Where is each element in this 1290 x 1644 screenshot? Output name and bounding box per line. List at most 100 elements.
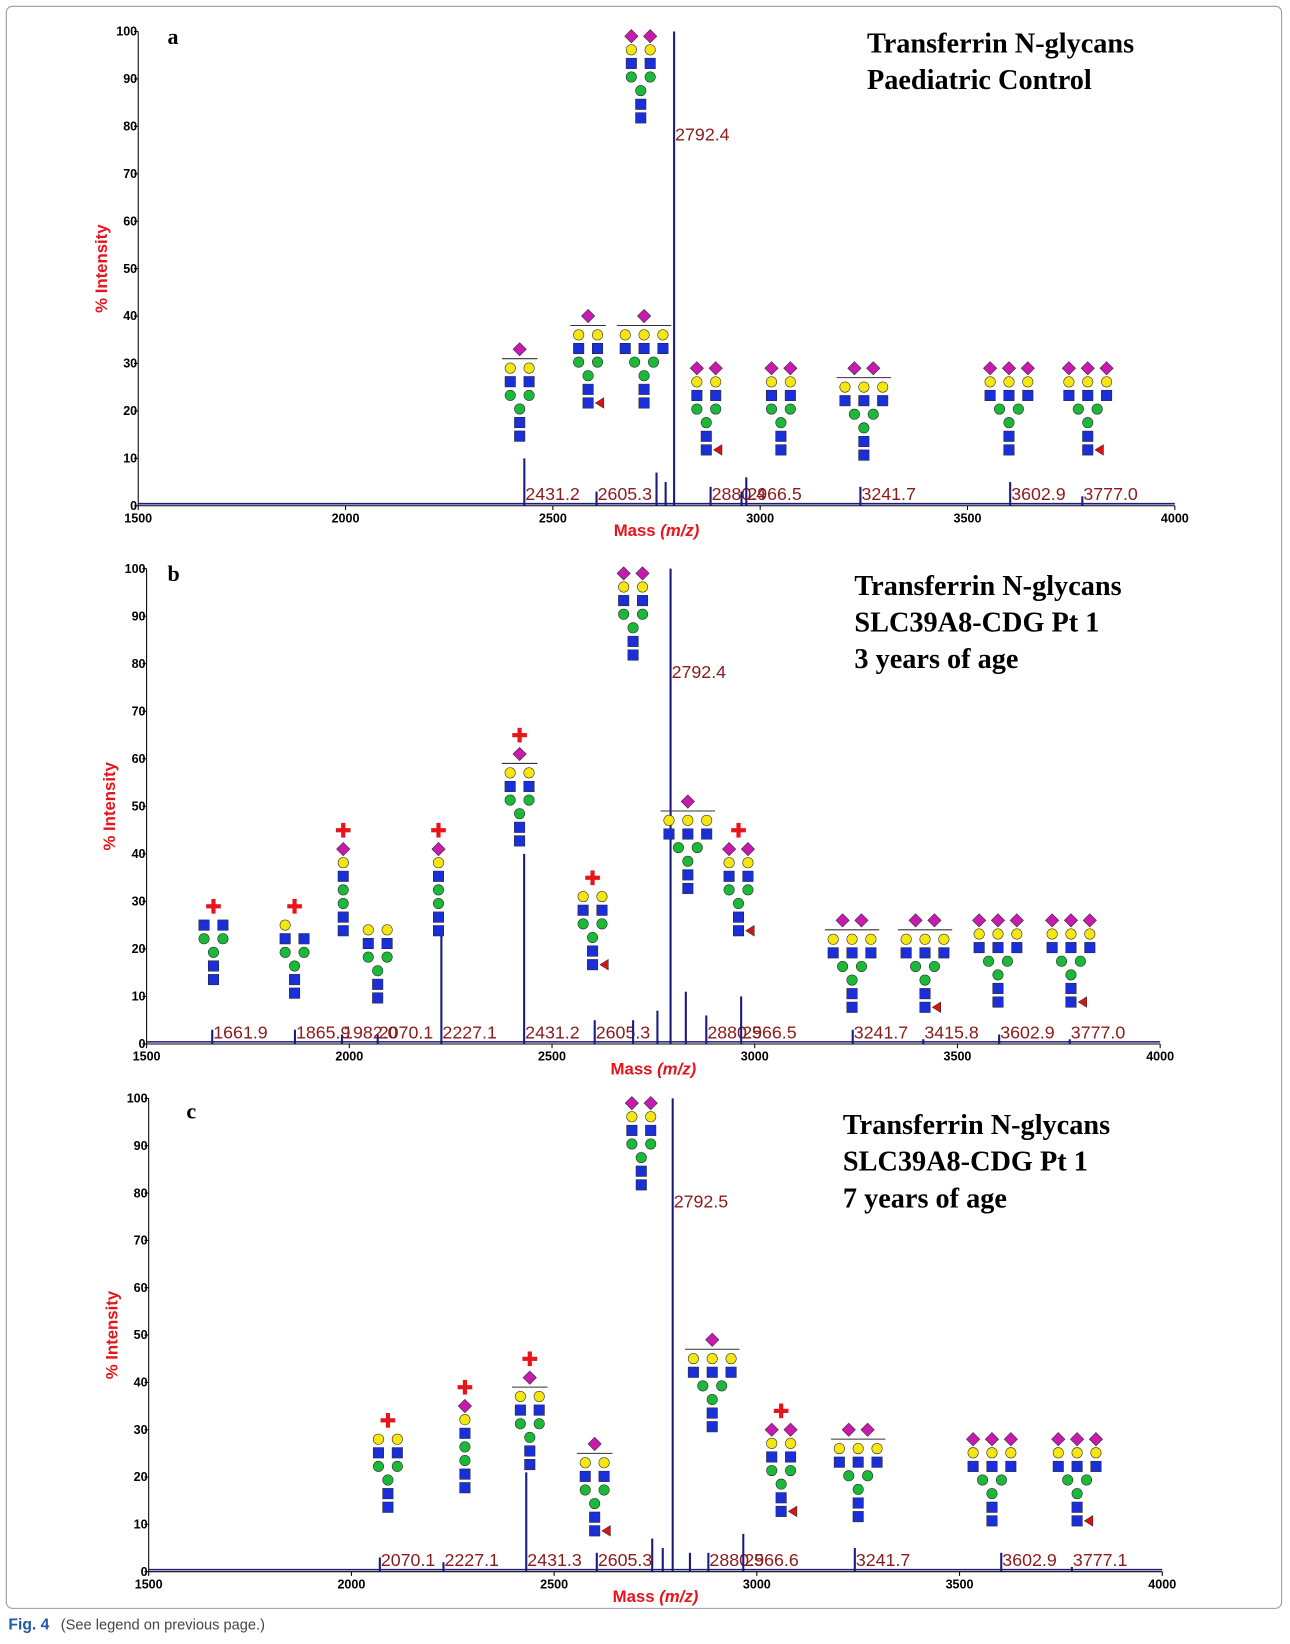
peak-label: 3415.8 <box>924 1022 979 1042</box>
y-tick-label: 90 <box>132 609 146 623</box>
peak-label: 2070.1 <box>381 1550 436 1570</box>
glcnac <box>726 1367 736 1377</box>
galactose <box>1047 929 1057 939</box>
mannose <box>707 1394 717 1404</box>
sialic-acid <box>861 1423 874 1436</box>
mannose <box>1092 404 1102 414</box>
glcnac <box>707 1408 717 1418</box>
glcnac <box>776 1506 786 1516</box>
glcnac <box>636 1180 646 1190</box>
galactose <box>828 934 838 944</box>
y-axis-label: % Intensity <box>92 224 111 313</box>
galactose <box>683 815 693 825</box>
fucose <box>746 926 754 936</box>
sialic-acid <box>784 362 797 375</box>
glcnac <box>859 450 869 460</box>
glcnac <box>587 946 597 956</box>
glcnac <box>993 983 1003 993</box>
galactose <box>338 857 348 867</box>
glcnac <box>853 1498 863 1508</box>
mannose <box>338 885 348 895</box>
galactose <box>639 330 649 340</box>
mannose <box>1083 417 1093 427</box>
galactose <box>724 857 734 867</box>
glcnac <box>993 942 1003 952</box>
glcnac <box>628 636 638 646</box>
mannose <box>847 975 857 985</box>
galactose <box>766 377 776 387</box>
mannose <box>597 919 607 929</box>
glcnac <box>1004 431 1014 441</box>
glcnac <box>583 398 593 408</box>
sialic-acid <box>1045 914 1058 927</box>
galactose <box>363 925 373 935</box>
glcnac <box>382 938 392 948</box>
glcnac <box>834 1457 844 1467</box>
x-tick-label: 3000 <box>741 1050 769 1064</box>
galactose <box>785 377 795 387</box>
mannose <box>515 1418 525 1428</box>
galactose <box>620 330 630 340</box>
galactose <box>1064 377 1074 387</box>
plus <box>736 823 740 838</box>
x-tick-label: 2000 <box>337 1577 365 1591</box>
peak-label: 2227.1 <box>445 1550 500 1570</box>
glcnac <box>299 934 309 944</box>
mannose <box>587 932 597 942</box>
mannose <box>218 934 228 944</box>
peak-label: 3777.0 <box>1083 484 1138 504</box>
peak-label: 3602.9 <box>1011 484 1066 504</box>
glcnac <box>505 781 515 791</box>
galactose <box>877 382 887 392</box>
glcnac <box>1072 1502 1082 1512</box>
glcnac <box>776 431 786 441</box>
mannose <box>289 961 299 971</box>
glcnac <box>639 398 649 408</box>
galactose <box>1023 377 1033 387</box>
glcnac <box>524 781 534 791</box>
galactose <box>664 815 674 825</box>
y-tick-label: 40 <box>134 1376 148 1390</box>
galactose <box>1004 377 1014 387</box>
mannose <box>505 390 515 400</box>
peak-label: 2605.3 <box>596 1022 651 1042</box>
glcnac <box>514 836 524 846</box>
sialic-acid <box>1002 362 1015 375</box>
sialic-acid <box>706 1333 719 1346</box>
y-tick-label: 50 <box>134 1328 148 1342</box>
mannose <box>628 623 638 633</box>
mannose <box>636 1152 646 1162</box>
glcnac <box>901 948 911 958</box>
glcnac <box>1023 390 1033 400</box>
glcnac <box>692 390 702 400</box>
mannose <box>1072 1488 1082 1498</box>
glcnac <box>208 961 218 971</box>
mannose <box>208 947 218 957</box>
galactose <box>592 330 602 340</box>
galactose <box>968 1448 978 1458</box>
sialic-acid <box>1100 362 1113 375</box>
glcnac <box>877 395 887 405</box>
galactose <box>618 582 628 592</box>
y-tick-label: 100 <box>127 1092 148 1106</box>
y-tick-label: 10 <box>132 990 146 1004</box>
peak-label: 2966.6 <box>744 1550 799 1570</box>
glcnac <box>859 436 869 446</box>
x-tick-label: 3000 <box>746 512 774 526</box>
mannose <box>698 1381 708 1391</box>
sialic-acid <box>983 362 996 375</box>
galactose <box>578 891 588 901</box>
glcnac <box>859 395 869 405</box>
mannose <box>996 1475 1006 1485</box>
mannose <box>856 961 866 971</box>
mannose <box>868 409 878 419</box>
glcnac <box>1083 431 1093 441</box>
glcnac <box>525 1446 535 1456</box>
glcnac <box>578 905 588 915</box>
glcnac <box>1083 390 1093 400</box>
glcnac <box>987 1461 997 1471</box>
x-tick-label: 2500 <box>540 1577 568 1591</box>
peak-label: 2605.3 <box>598 1550 653 1570</box>
galactose <box>785 1438 795 1448</box>
title-line: 7 years of age <box>843 1183 1007 1214</box>
